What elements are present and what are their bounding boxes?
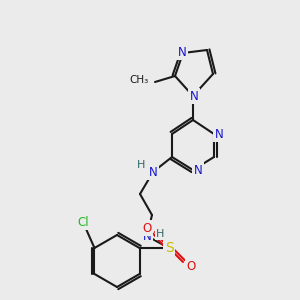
Text: N: N — [178, 46, 186, 59]
Text: N: N — [142, 230, 152, 242]
Text: H: H — [156, 229, 164, 239]
Text: N: N — [194, 164, 202, 176]
Text: S: S — [165, 241, 173, 255]
Text: H: H — [137, 160, 145, 170]
Text: O: O — [186, 260, 196, 274]
Text: O: O — [142, 221, 152, 235]
Text: N: N — [190, 89, 198, 103]
Text: N: N — [148, 166, 158, 178]
Text: CH₃: CH₃ — [130, 75, 149, 85]
Text: Cl: Cl — [78, 215, 89, 229]
Text: N: N — [214, 128, 224, 140]
